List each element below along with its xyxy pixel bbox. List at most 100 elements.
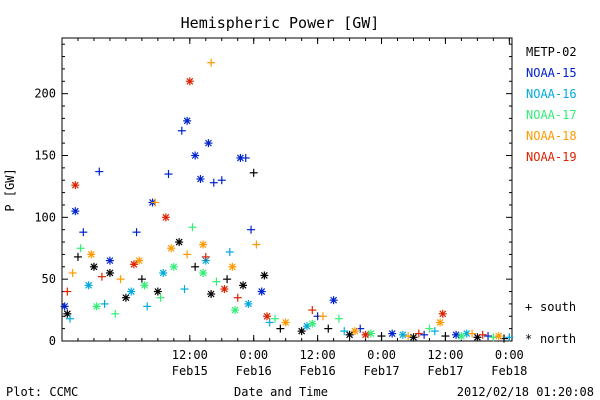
- data-point-noaa-15-north: [452, 330, 461, 339]
- footer-timestamp: 2012/02/18 01:20:08: [457, 385, 594, 399]
- data-point-noaa-19-north: [129, 260, 138, 269]
- data-point-noaa-18-south: [468, 329, 477, 338]
- data-point-noaa-19-south: [414, 329, 423, 338]
- data-point-noaa-18-south: [68, 268, 77, 277]
- data-point-metp-02-south: [249, 168, 258, 177]
- data-point-noaa-15-north: [105, 256, 114, 265]
- x-tick-date-label: Feb15: [172, 364, 208, 378]
- data-point-metp-02-north: [153, 287, 162, 296]
- data-point-metp-02-north: [121, 293, 130, 302]
- data-point-noaa-18-south: [404, 332, 413, 341]
- data-point-noaa-19-south: [233, 293, 242, 302]
- legend-entry-noaa-19: NOAA-19: [526, 150, 577, 164]
- data-point-noaa-17-north: [92, 302, 101, 311]
- data-point-noaa-19-north: [361, 330, 370, 339]
- data-point-noaa-15-south: [177, 126, 186, 135]
- data-point-noaa-19-south: [201, 252, 210, 261]
- data-point-noaa-17-south: [156, 293, 165, 302]
- legend-entry-metp-02: METP-02: [526, 45, 577, 59]
- x-axis-label: Date and Time: [234, 385, 328, 399]
- data-point-noaa-16-south: [143, 302, 152, 311]
- data-point-noaa-15-south: [484, 332, 493, 341]
- data-point-noaa-16-south: [340, 327, 349, 336]
- y-axis-ticks: 0 50 100 150 200: [34, 43, 512, 348]
- data-point-noaa-18-north: [436, 318, 445, 327]
- x-tick-date-label: Feb16: [236, 364, 272, 378]
- data-point-noaa-16-north: [398, 330, 407, 339]
- data-point-noaa-17-south: [334, 314, 343, 323]
- data-point-noaa-17-south: [425, 324, 434, 333]
- x-tick-time-label: 0:00: [495, 348, 524, 362]
- data-point-noaa-19-north: [220, 285, 229, 294]
- data-point-noaa-18-south: [252, 240, 261, 249]
- data-point-noaa-16-north: [84, 281, 93, 290]
- y-axis-label: P [GW]: [3, 168, 17, 211]
- y-tick-label: 0: [49, 334, 56, 348]
- data-point-noaa-18-north: [494, 332, 503, 341]
- data-point-noaa-15-south: [132, 228, 141, 237]
- data-point-metp-02-north: [207, 290, 216, 299]
- legend-entry-noaa-15: NOAA-15: [526, 66, 577, 80]
- data-point-noaa-17-north: [308, 319, 317, 328]
- data-point-metp-02-north: [175, 238, 184, 247]
- data-point-noaa-17-south: [76, 244, 85, 253]
- data-point-noaa-17-north: [366, 329, 375, 338]
- data-point-noaa-15-north: [191, 151, 200, 160]
- data-point-noaa-18-north: [167, 244, 176, 253]
- data-point-metp-02-south: [223, 275, 232, 284]
- data-point-noaa-18-north: [281, 318, 290, 327]
- data-point-metp-02-north: [345, 330, 354, 339]
- data-point-noaa-19-north: [71, 181, 80, 190]
- data-point-noaa-19-south: [308, 306, 317, 315]
- x-axis-ticks: 12:00 Feb15 0:00 Feb16 12:00 Feb16 0:00 Feb17 12…: [77, 38, 527, 378]
- x-tick-time-label: 12:00: [300, 348, 336, 362]
- data-point-noaa-15-north: [257, 287, 266, 296]
- marker-legend: + south * north: [525, 300, 576, 346]
- x-tick-date-label: Feb17: [427, 364, 463, 378]
- data-point-noaa-18-north: [350, 327, 359, 336]
- data-point-noaa-17-north: [231, 306, 240, 315]
- data-point-noaa-19-north: [263, 312, 272, 321]
- data-point-noaa-16-south: [180, 285, 189, 294]
- data-point-noaa-19-north: [185, 77, 194, 86]
- data-point-noaa-17-north: [140, 281, 149, 290]
- data-point-noaa-15-south: [420, 330, 429, 339]
- marker-legend-north-label: north: [540, 332, 576, 346]
- y-tick-label: 100: [34, 210, 56, 224]
- legend-entry-noaa-17: NOAA-17: [526, 108, 577, 122]
- data-point-noaa-18-south: [151, 198, 160, 207]
- data-point-noaa-17-south: [489, 333, 498, 342]
- data-point-noaa-17-south: [212, 277, 221, 286]
- y-tick-label: 200: [34, 87, 56, 101]
- data-point-noaa-19-south: [97, 272, 106, 281]
- data-point-noaa-18-south: [207, 58, 216, 67]
- footer-plot-credit: Plot: CCMC: [6, 385, 78, 399]
- data-point-noaa-19-south: [478, 330, 487, 339]
- legend: METP-02 NOAA-15 NOAA-16 NOAA-17 NOAA-18 NOAA-…: [526, 45, 577, 164]
- data-point-metp-02-south: [441, 332, 450, 341]
- data-point-noaa-16-north: [244, 299, 253, 308]
- data-point-noaa-17-south: [271, 314, 280, 323]
- x-tick-date-label: Feb16: [300, 364, 336, 378]
- x-tick-time-label: 0:00: [367, 348, 396, 362]
- data-point-noaa-16-north: [127, 287, 136, 296]
- data-point-metp-02-south: [276, 324, 285, 333]
- data-point-noaa-18-north: [199, 240, 208, 249]
- data-point-metp-02-south: [137, 275, 146, 284]
- x-tick-date-label: Feb17: [363, 364, 399, 378]
- data-point-metp-02-north: [63, 309, 72, 318]
- data-point-noaa-19-south: [63, 287, 72, 296]
- data-point-noaa-18-north: [135, 256, 144, 265]
- data-point-noaa-17-north: [169, 262, 178, 271]
- data-point-noaa-15-south: [164, 170, 173, 179]
- data-point-noaa-16-south: [65, 314, 74, 323]
- data-point-metp-02-south: [191, 262, 200, 271]
- y-tick-label: 50: [42, 272, 56, 286]
- data-point-noaa-18-north: [228, 262, 237, 271]
- marker-legend-south-label: south: [540, 300, 576, 314]
- x-tick-time-label: 12:00: [427, 348, 463, 362]
- data-point-noaa-15-south: [217, 176, 226, 185]
- data-point-noaa-18-north: [87, 250, 96, 259]
- data-point-noaa-17-south: [111, 309, 120, 318]
